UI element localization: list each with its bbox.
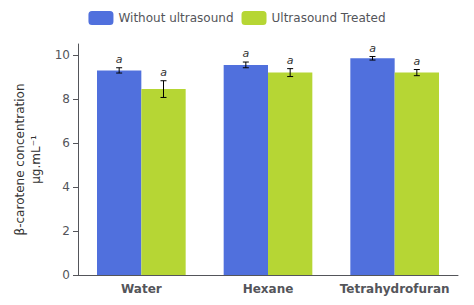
svg-text:10: 10 — [55, 48, 70, 62]
svg-text:a: a — [116, 53, 123, 66]
svg-text:a: a — [413, 55, 420, 68]
svg-text:a: a — [369, 42, 376, 55]
svg-text:4: 4 — [62, 180, 70, 194]
svg-text:a: a — [242, 47, 249, 60]
svg-text:a: a — [160, 66, 167, 79]
svg-text:8: 8 — [62, 92, 70, 106]
svg-text:6: 6 — [62, 136, 70, 150]
svg-text:µg.mL⁻¹: µg.mL⁻¹ — [29, 135, 43, 184]
svg-text:Tetrahydrofuran: Tetrahydrofuran — [340, 282, 450, 296]
svg-text:Water: Water — [121, 282, 162, 296]
svg-text:Ultrasound Treated: Ultrasound Treated — [272, 11, 386, 25]
svg-text:0: 0 — [62, 268, 70, 282]
svg-text:Without ultrasound: Without ultrasound — [118, 11, 233, 25]
svg-text:Hexane: Hexane — [243, 282, 294, 296]
svg-text:2: 2 — [62, 224, 70, 238]
svg-text:β-carotene concentration: β-carotene concentration — [13, 84, 27, 236]
svg-text:a: a — [287, 54, 294, 67]
